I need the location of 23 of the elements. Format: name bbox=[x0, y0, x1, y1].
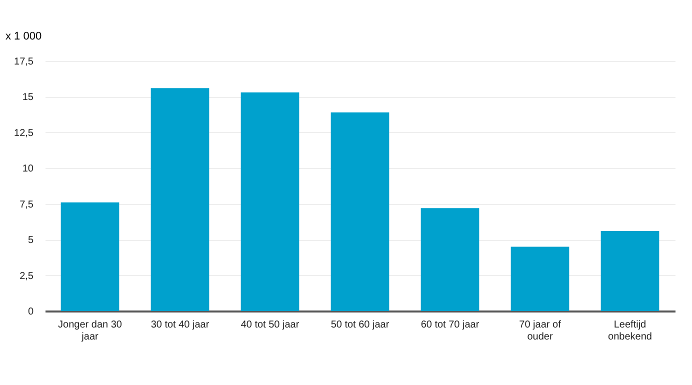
y-tick-label: 10 bbox=[22, 164, 34, 175]
bar bbox=[600, 231, 660, 311]
bar bbox=[150, 88, 210, 311]
bar bbox=[420, 208, 480, 311]
y-tick-label: 7,5 bbox=[20, 199, 34, 210]
bar bbox=[510, 246, 570, 311]
x-tick-label: Leeftijd onbekend bbox=[608, 320, 652, 342]
y-tick-label: 15 bbox=[22, 92, 34, 104]
bar bbox=[240, 92, 300, 311]
x-tick-label: 30 tot 40 jaar bbox=[150, 320, 210, 330]
y-tick-label: 5 bbox=[28, 235, 34, 246]
y-tick-label: 2,5 bbox=[20, 270, 34, 282]
y-tick-label: 0 bbox=[28, 306, 34, 318]
x-tick-label: 40 tot 50 jaar bbox=[240, 320, 300, 330]
y-tick-label: 17,5 bbox=[14, 56, 34, 68]
bar bbox=[330, 112, 390, 311]
y-tick-label: 12,5 bbox=[14, 128, 34, 139]
x-tick-label: 70 jaar of ouder bbox=[519, 320, 562, 342]
x-tick-label: Jonger dan 30 jaar bbox=[58, 320, 122, 342]
x-tick-label: 60 tot 70 jaar bbox=[420, 320, 480, 330]
y-axis-title: x 1 000 bbox=[6, 30, 42, 42]
bar bbox=[60, 202, 120, 311]
x-tick-label: 50 tot 60 jaar bbox=[330, 320, 390, 330]
